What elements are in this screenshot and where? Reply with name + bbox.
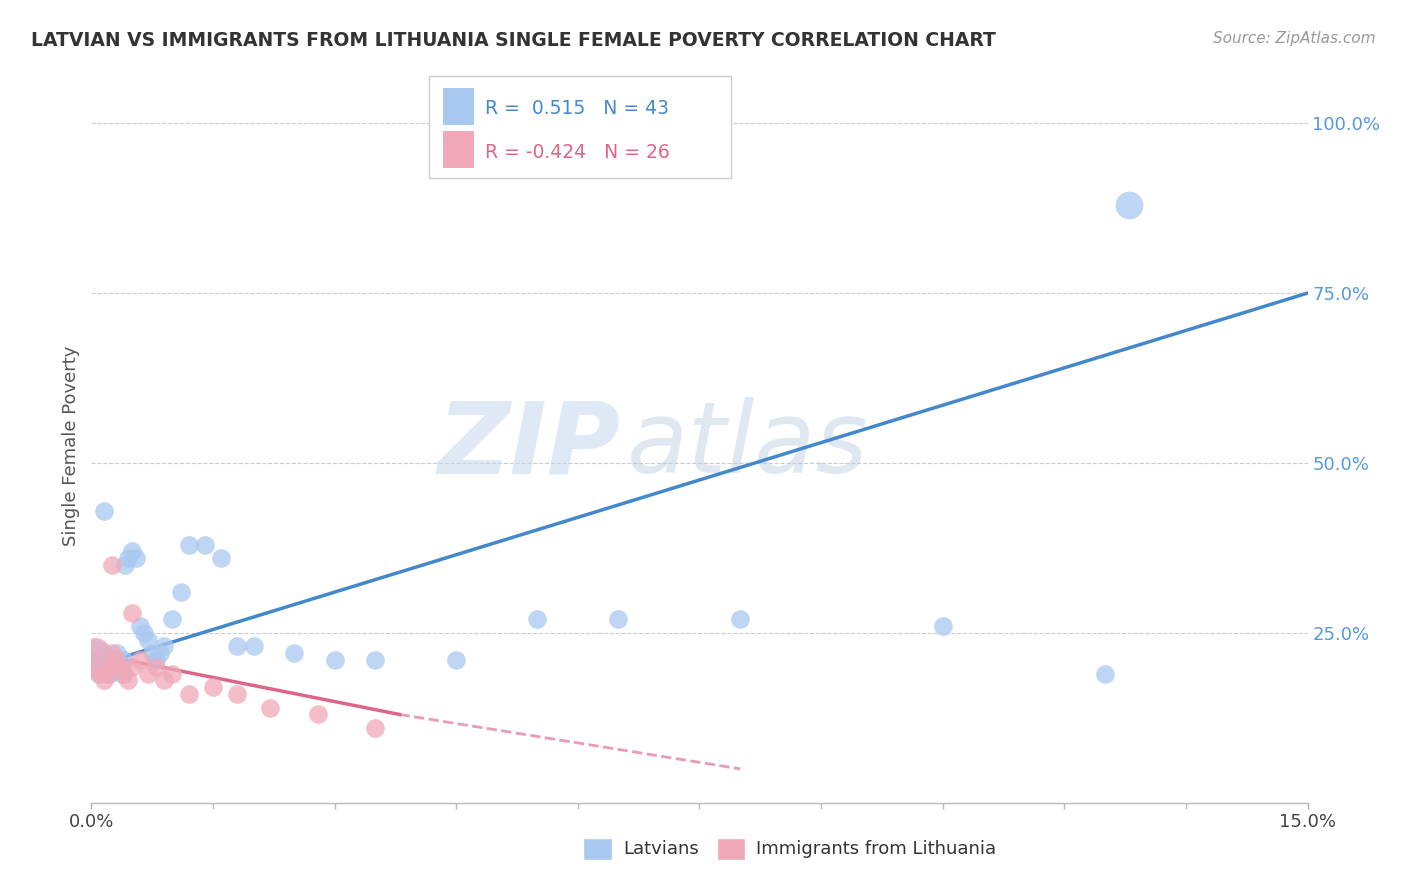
Text: ZIP: ZIP [437, 398, 620, 494]
Point [89, 666, 111, 681]
Point [108, 660, 131, 674]
Point [202, 680, 225, 694]
Point [89, 666, 111, 681]
Point [132, 626, 155, 640]
Point [194, 537, 217, 551]
Point [121, 660, 143, 674]
Point [177, 687, 200, 701]
Point [444, 653, 467, 667]
Point [259, 700, 281, 714]
Point [136, 632, 159, 647]
Point [108, 660, 131, 674]
Point [226, 687, 249, 701]
Point [323, 653, 346, 667]
Point [111, 666, 134, 681]
Point [136, 666, 159, 681]
Text: LATVIAN VS IMMIGRANTS FROM LITHUANIA SINGLE FEMALE POVERTY CORRELATION CHART: LATVIAN VS IMMIGRANTS FROM LITHUANIA SIN… [31, 31, 995, 50]
Point [129, 619, 152, 633]
Point [242, 640, 264, 654]
Point [84, 646, 107, 660]
Point [103, 660, 125, 674]
Point [129, 653, 152, 667]
Point [100, 646, 122, 660]
Point [931, 619, 953, 633]
Point [162, 612, 184, 626]
Point [121, 544, 143, 558]
Y-axis label: Single Female Poverty: Single Female Poverty [62, 346, 80, 546]
Point [728, 612, 751, 626]
Point [141, 646, 163, 660]
Point [149, 646, 172, 660]
Point [94, 660, 117, 674]
Point [121, 606, 143, 620]
Point [97, 666, 120, 681]
Point [226, 640, 249, 654]
Point [104, 653, 127, 667]
Point [87, 653, 110, 667]
Point [162, 666, 184, 681]
Point [84, 660, 107, 674]
Point [1094, 666, 1116, 681]
Point [169, 585, 191, 599]
Point [153, 640, 176, 654]
Point [100, 653, 122, 667]
Point [93, 646, 115, 660]
Point [364, 721, 387, 735]
Text: R = -0.424   N = 26: R = -0.424 N = 26 [485, 144, 669, 162]
Point [145, 660, 167, 674]
Point [1118, 198, 1140, 212]
Point [90, 660, 112, 674]
Point [117, 673, 139, 688]
Point [84, 660, 107, 674]
Point [94, 653, 117, 667]
Point [117, 551, 139, 566]
Point [100, 558, 122, 572]
Text: R =  0.515   N = 43: R = 0.515 N = 43 [485, 99, 669, 118]
Point [114, 558, 136, 572]
Point [105, 646, 128, 660]
Text: Source: ZipAtlas.com: Source: ZipAtlas.com [1212, 31, 1375, 46]
Text: atlas: atlas [627, 398, 868, 494]
Point [112, 666, 135, 681]
Point [93, 673, 115, 688]
Point [145, 653, 167, 667]
Point [90, 660, 112, 674]
Text: Latvians: Latvians [623, 840, 699, 858]
Point [84, 646, 107, 660]
Point [97, 660, 120, 674]
Point [307, 707, 329, 722]
Point [177, 537, 200, 551]
Point [112, 653, 135, 667]
Point [93, 503, 115, 517]
Point [209, 551, 232, 566]
Point [526, 612, 548, 626]
Point [125, 551, 148, 566]
Point [98, 666, 121, 681]
Point [283, 646, 305, 660]
Point [104, 653, 127, 667]
Point [87, 653, 110, 667]
Point [364, 653, 387, 667]
Point [153, 673, 176, 688]
Text: Immigrants from Lithuania: Immigrants from Lithuania [756, 840, 997, 858]
Point [607, 612, 630, 626]
